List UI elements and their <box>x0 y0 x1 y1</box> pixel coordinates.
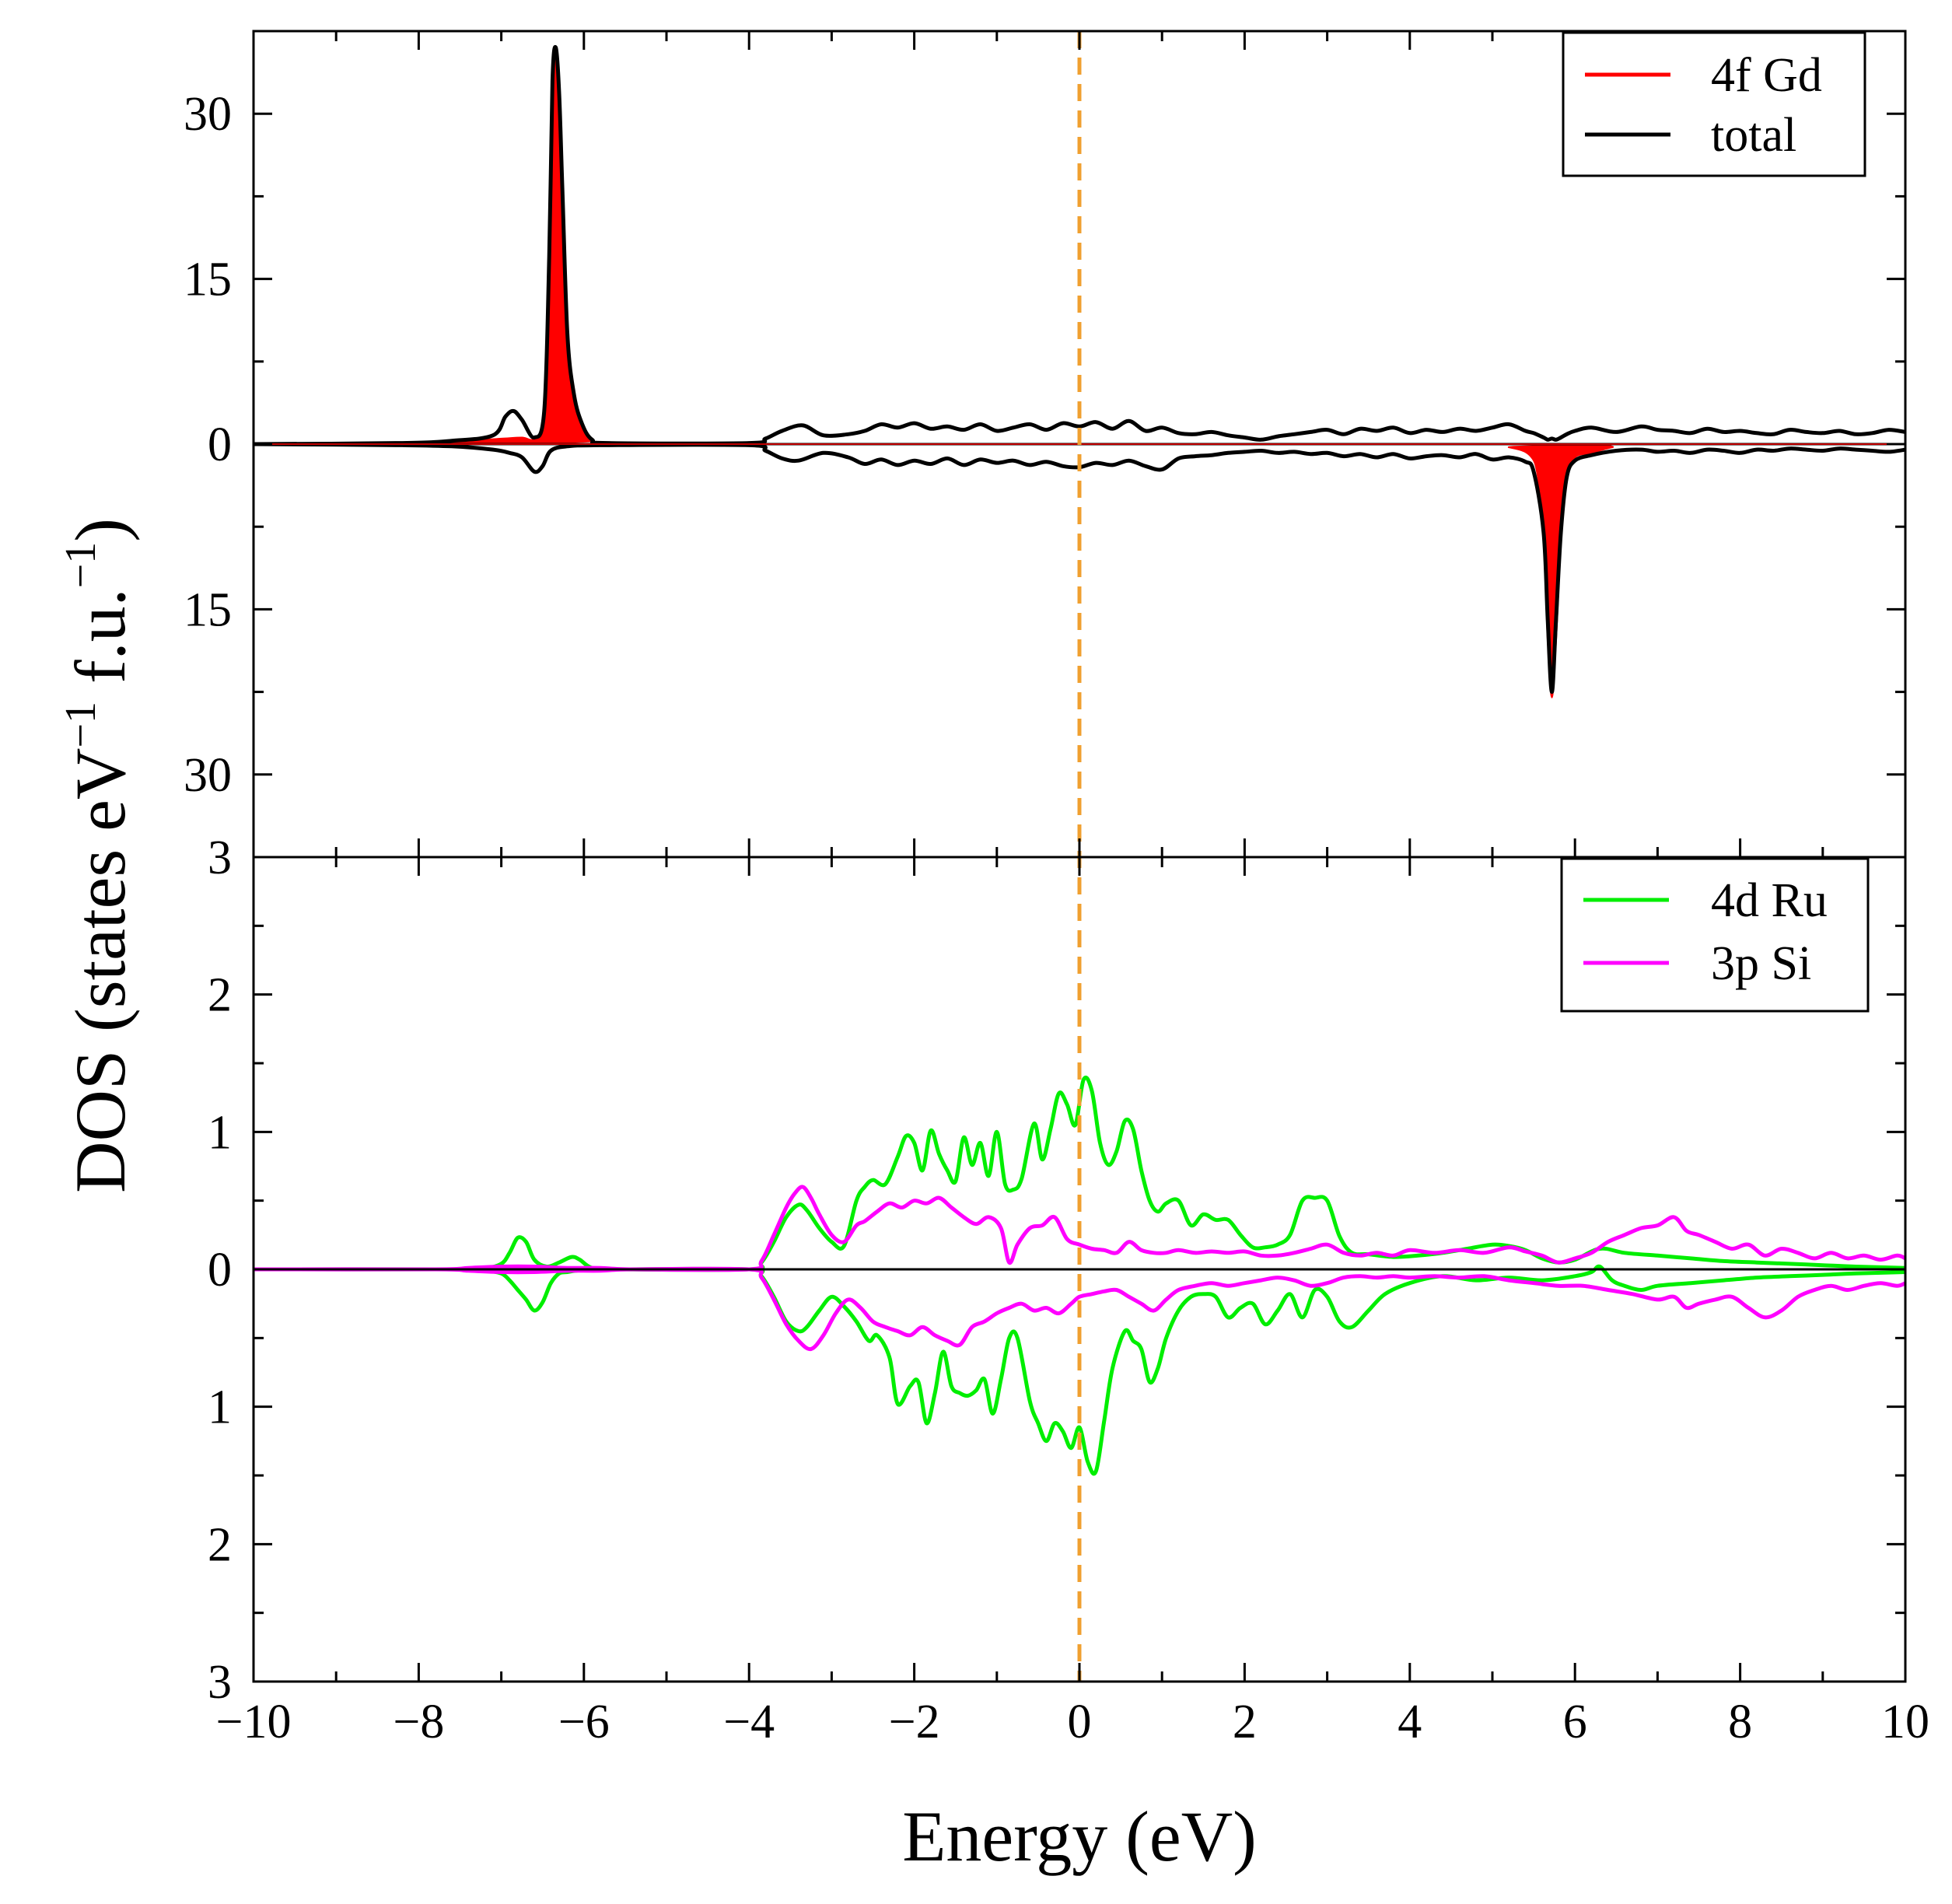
y-axis-title-sup2: −1 <box>57 542 105 589</box>
legend-label-total: total <box>1711 109 1796 162</box>
y-tick-label: 1 <box>208 1381 232 1434</box>
legend-label-3p-si: 3p Si <box>1711 937 1811 990</box>
y-axis-title-close: ) <box>61 518 140 542</box>
bottom-panel-frame <box>252 856 1907 1683</box>
y-tick-label: 15 <box>184 254 232 306</box>
x-tick-label: 8 <box>1728 1696 1752 1748</box>
y-tick-label: 3 <box>208 1656 232 1709</box>
y-axis-title: DOS (states eV−1 f.u.−1) <box>57 518 140 1193</box>
top-y-tick-labels: 30 15 0 15 30 <box>184 88 232 802</box>
series-line-3p-si-down <box>254 1266 1905 1352</box>
y-tick-label: 0 <box>208 418 232 471</box>
x-tick-label: −10 <box>216 1696 292 1748</box>
x-tick-label: −8 <box>393 1696 444 1748</box>
x-tick-label: 4 <box>1398 1696 1422 1748</box>
y-tick-label: 30 <box>184 88 232 141</box>
y-tick-label: 2 <box>208 1518 232 1571</box>
x-tick-label: 6 <box>1563 1696 1587 1748</box>
x-tick-label: −4 <box>723 1696 775 1748</box>
y-tick-label: 30 <box>184 749 232 802</box>
x-tick-label: 0 <box>1068 1696 1092 1748</box>
x-tick-label: −6 <box>558 1696 610 1748</box>
y-tick-label: 0 <box>208 1244 232 1297</box>
y-axis-title-main: DOS (states eV <box>61 748 140 1193</box>
legend-label-4d-ru: 4d Ru <box>1711 874 1828 927</box>
y-tick-label: 2 <box>208 969 232 1022</box>
series-line-total-down <box>254 442 1905 695</box>
x-tick-label: 2 <box>1233 1696 1257 1748</box>
y-tick-label: 15 <box>184 583 232 636</box>
top-panel-lines <box>254 45 1905 695</box>
x-axis-title: Energy (eV) <box>902 1797 1257 1876</box>
y-tick-label: 3 <box>208 831 232 884</box>
series-line-total-up <box>254 45 1905 446</box>
bottom-y-tick-labels: 3 2 1 0 1 2 3 <box>208 831 232 1709</box>
y-axis-title-mid: f.u. <box>61 588 140 702</box>
y-axis-title-sup1: −1 <box>57 702 105 748</box>
top-legend-box <box>1562 31 1866 177</box>
bottom-legend: 4d Ru 3p Si <box>1560 857 1870 1013</box>
bottom-legend-box <box>1560 857 1870 1013</box>
x-tick-label: 10 <box>1881 1696 1929 1748</box>
x-tick-labels: −10 −8 −6 −4 −2 0 2 4 6 8 10 <box>216 1696 1929 1748</box>
top-legend: 4f Gd total <box>1562 31 1866 177</box>
series-line-3p-si-up <box>254 1185 1905 1272</box>
y-tick-label: 1 <box>208 1106 232 1159</box>
x-tick-label: −2 <box>889 1696 940 1748</box>
legend-label-4f-gd: 4f Gd <box>1711 49 1822 102</box>
